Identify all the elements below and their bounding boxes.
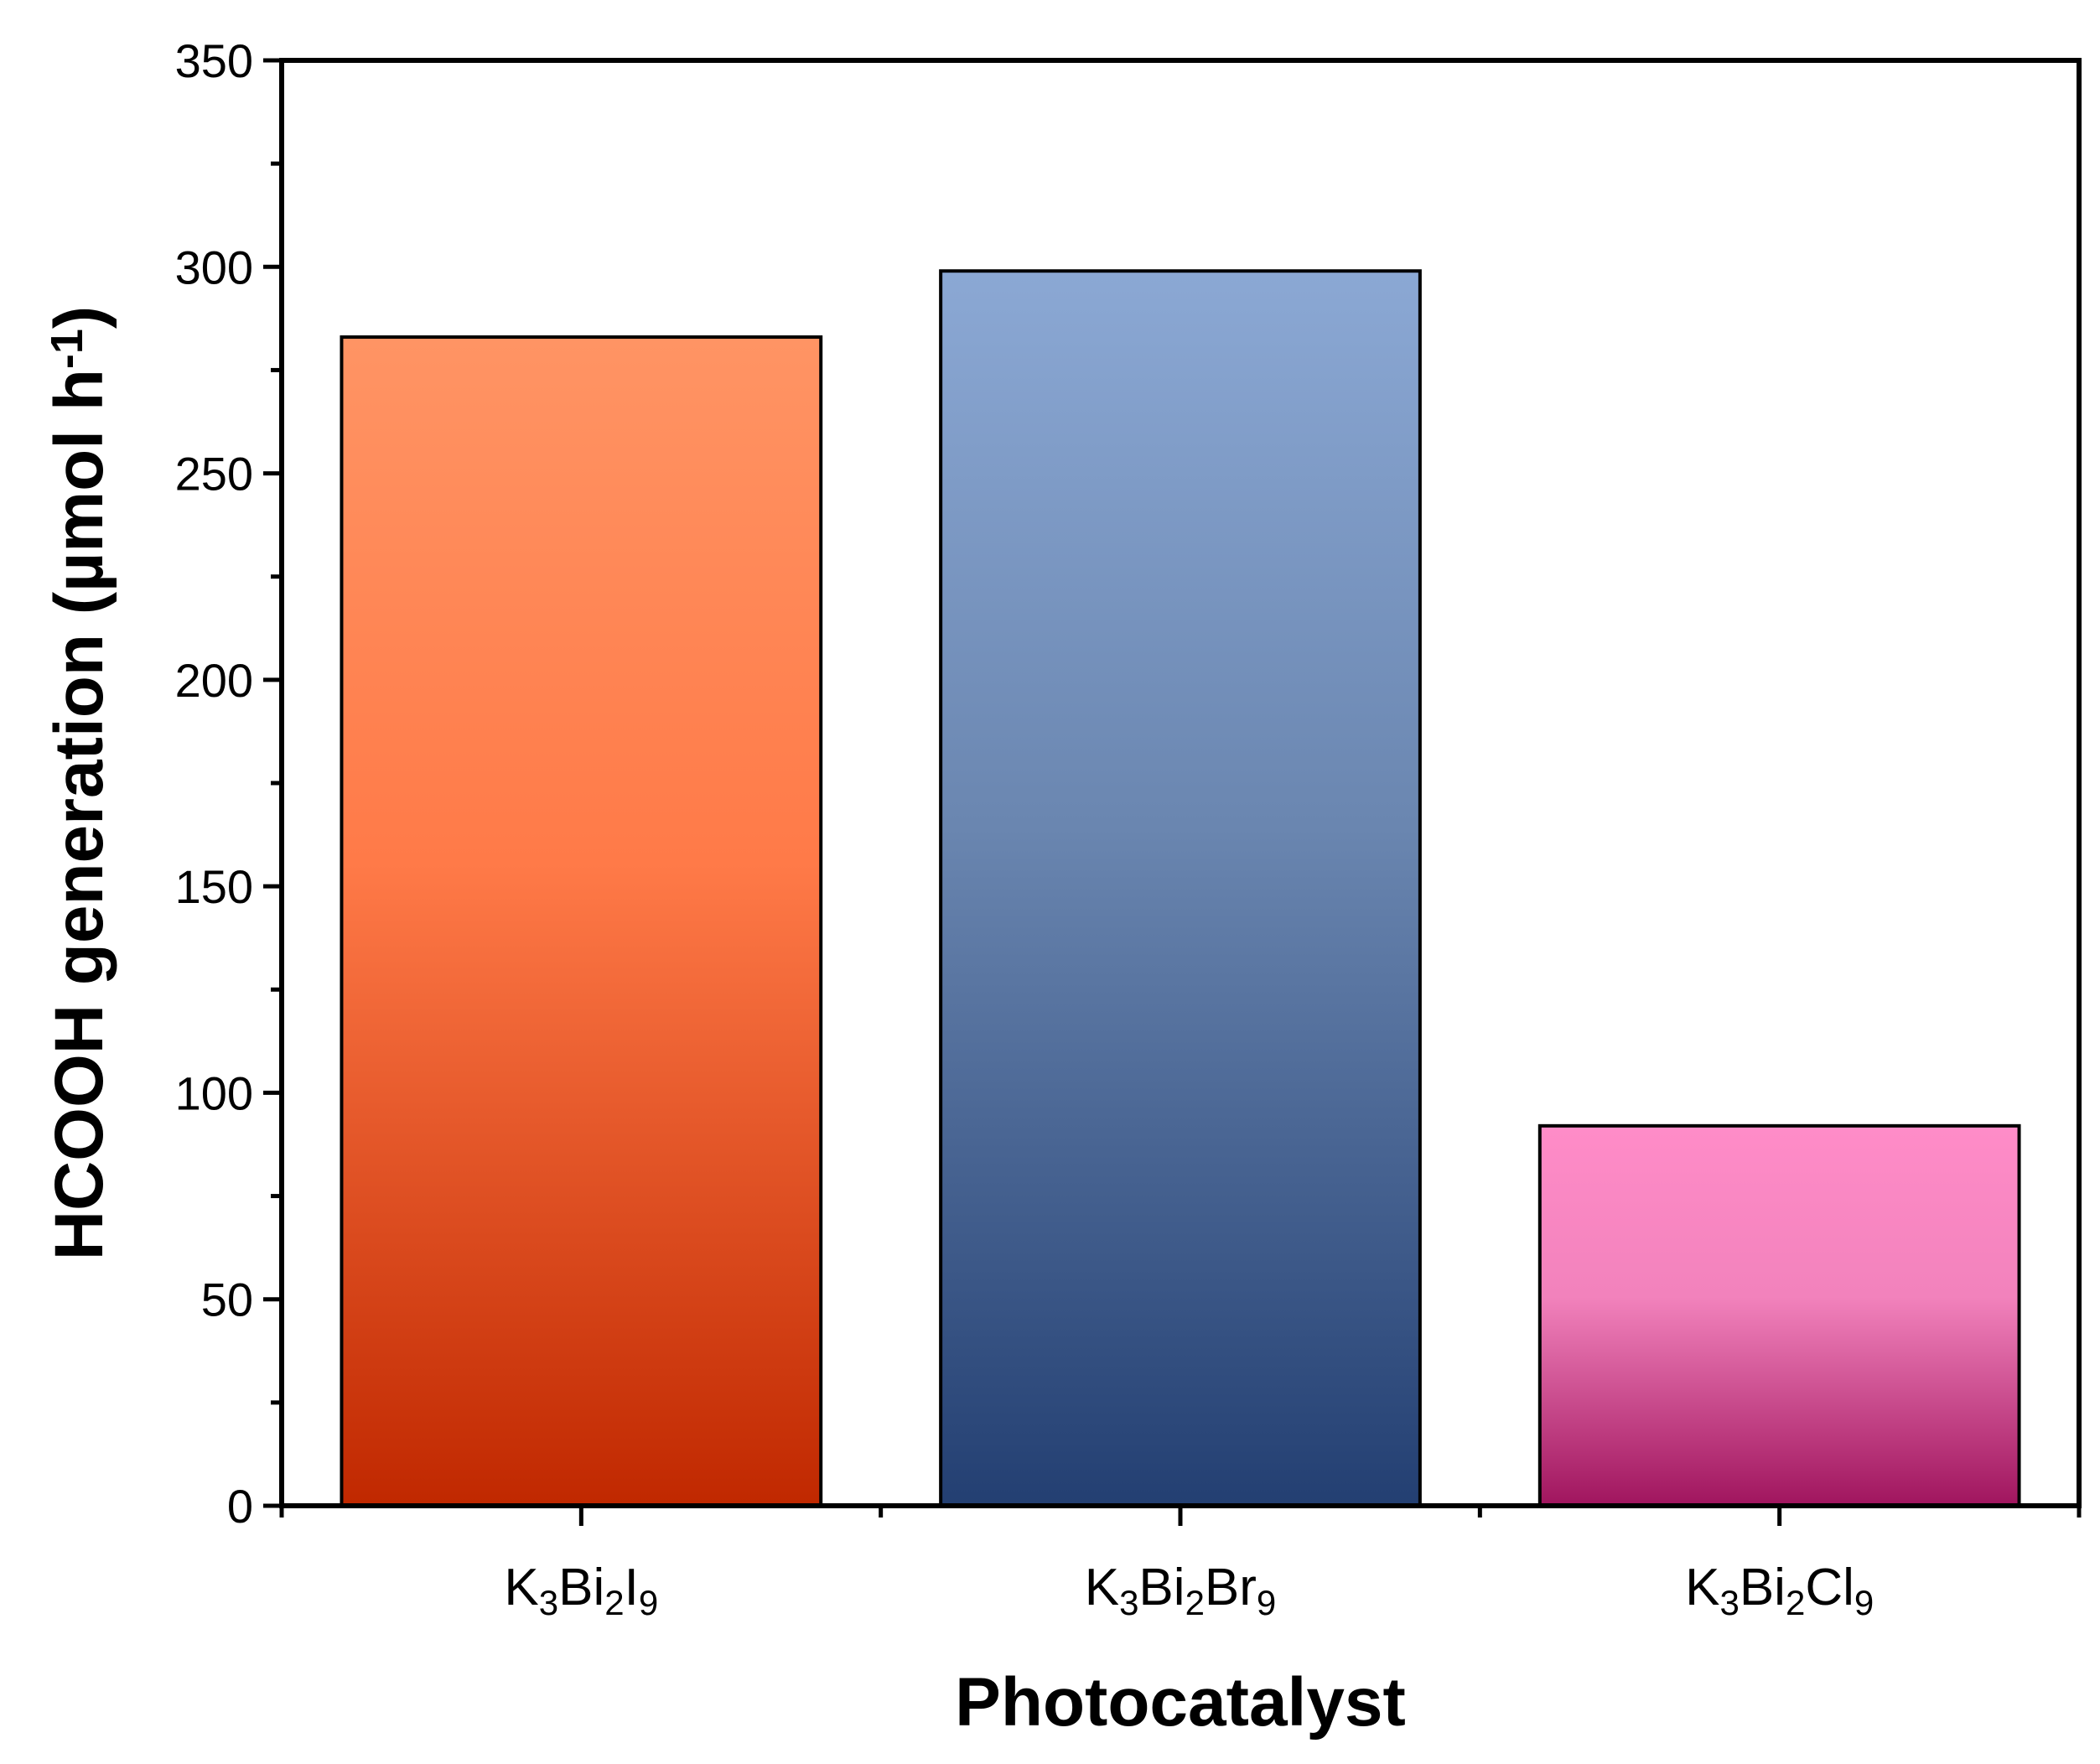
y-axis-title: HCOOH generation (µmol h-1): [41, 306, 117, 1261]
y-tick-label: 150: [175, 860, 253, 913]
y-tick-label: 0: [227, 1480, 253, 1533]
y-tick-label: 200: [175, 654, 253, 707]
x-axis-ticks: K3Bi2I9 K3Bi2Br9 K3Bi2Cl9: [279, 1506, 2082, 1622]
x-axis-title: Photocatalyst: [955, 1664, 1406, 1741]
bars: [340, 269, 2021, 1508]
bar-K3Bi2Cl9: [1537, 1123, 2021, 1507]
y-tick-label: 250: [175, 448, 253, 501]
x-tick-label: K3Bi2Cl9: [1685, 1559, 1874, 1622]
x-tick-label: K3Bi2I9: [504, 1559, 658, 1622]
x-tick-label: K3Bi2Br9: [1085, 1559, 1277, 1622]
y-tick-label: 100: [175, 1066, 253, 1119]
y-tick-label: 300: [175, 241, 253, 293]
bar-K3Bi2I9: [340, 335, 823, 1508]
y-tick-label: 350: [175, 34, 253, 87]
y-axis-ticks: 0 50 100 150 200 250 300 350: [175, 34, 282, 1533]
bar-K3Bi2Br9: [939, 269, 1422, 1507]
y-tick-label: 50: [201, 1274, 253, 1326]
